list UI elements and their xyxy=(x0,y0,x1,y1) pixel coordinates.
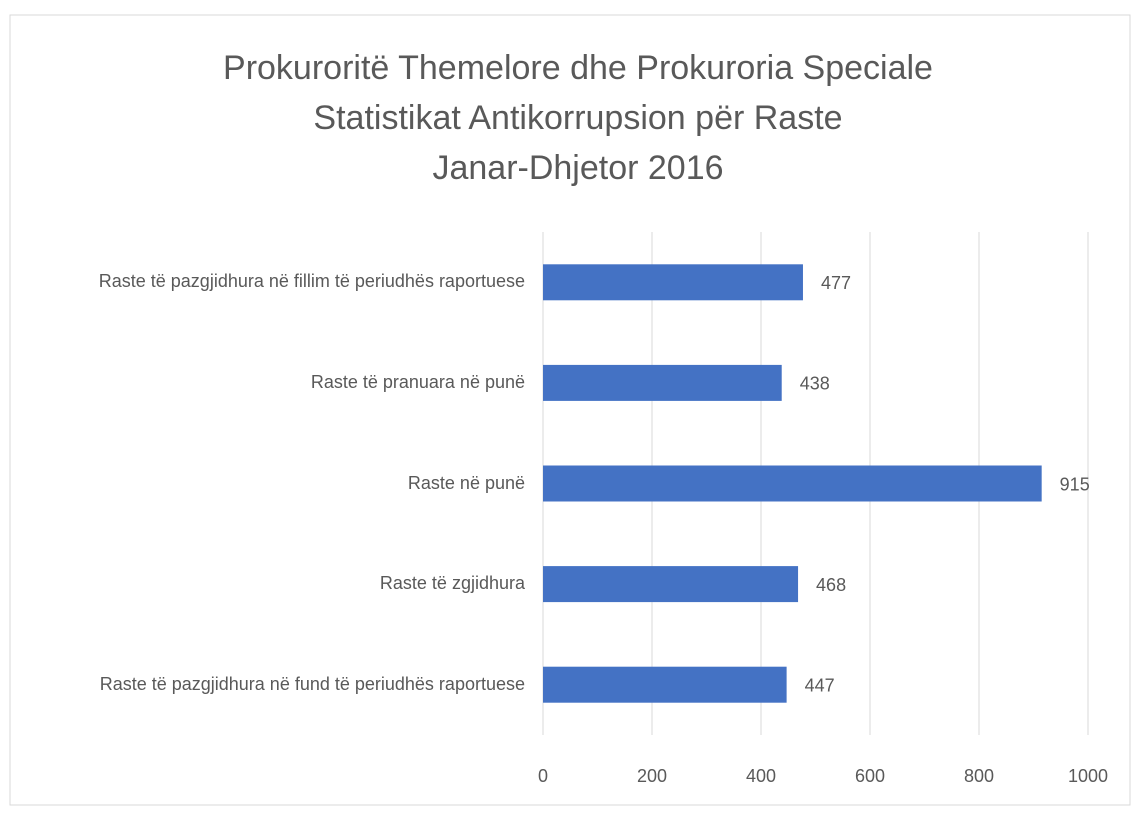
data-label: 915 xyxy=(1060,474,1090,494)
data-label: 447 xyxy=(805,675,835,695)
bar xyxy=(543,666,787,703)
chart-title: Prokuroritë Themelore dhe Prokuroria Spe… xyxy=(223,49,933,87)
y-tick-label: Raste të pazgjidhura në fund të periudhë… xyxy=(99,673,525,694)
x-tick-label: 0 xyxy=(538,766,548,786)
bar xyxy=(543,465,1042,502)
bar xyxy=(543,364,782,401)
y-tick-label-box: Raste të pranuara në punë xyxy=(35,343,525,423)
y-tick-label-box: Raste të pazgjidhura në fund të periudhë… xyxy=(35,645,525,725)
x-tick-label: 800 xyxy=(964,766,994,786)
x-tick-label: 400 xyxy=(746,766,776,786)
x-tick-label: 1000 xyxy=(1068,766,1108,786)
data-label: 438 xyxy=(800,374,830,394)
x-tick-label: 600 xyxy=(855,766,885,786)
y-tick-label: Raste të pazgjidhura në fillim të periud… xyxy=(98,271,525,292)
y-tick-label-box: Raste të zgjidhura xyxy=(35,544,525,624)
bar xyxy=(543,264,803,301)
y-tick-label-box: Raste në punë xyxy=(35,444,525,524)
data-label: 477 xyxy=(821,273,851,293)
x-tick-label: 200 xyxy=(637,766,667,786)
bar xyxy=(543,566,799,603)
chart-title: Janar-Dhjetor 2016 xyxy=(432,149,723,187)
y-tick-label-box: Raste të pazgjidhura në fillim të periud… xyxy=(35,242,525,322)
y-tick-label: Raste të pranuara në punë xyxy=(310,371,525,392)
y-tick-label: Raste në punë xyxy=(407,472,525,493)
y-tick-label: Raste të zgjidhura xyxy=(379,573,525,594)
data-label: 468 xyxy=(816,575,846,595)
chart-title: Statistikat Antikorrupsion për Raste xyxy=(313,99,842,137)
chart-frame xyxy=(9,14,1131,806)
